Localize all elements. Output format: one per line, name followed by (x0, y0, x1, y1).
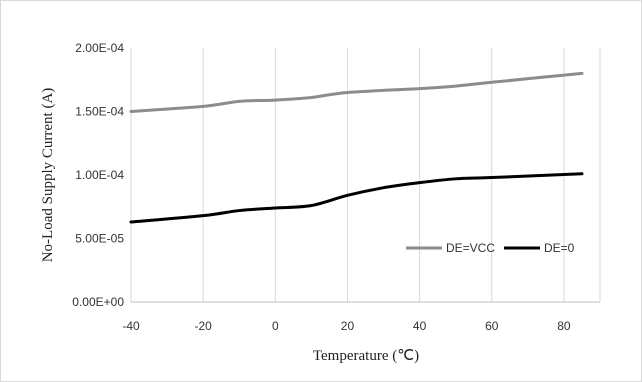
y-tick-label: 5.00E-05 (75, 232, 124, 246)
x-tick-label: 40 (413, 319, 427, 333)
y-tick-label: 2.00E-04 (75, 41, 124, 55)
y-tick-labels: 0.00E+00 5.00E-05 1.00E-04 1.50E-04 2.00E-04 (72, 41, 124, 309)
series-line-de-0 (129, 172, 584, 224)
x-tick-label: 0 (272, 319, 279, 333)
grid-lines (130, 48, 601, 302)
y-axis-title: No-Load Supply Current (A) (40, 88, 56, 263)
y-tick-label: 0.00E+00 (72, 295, 124, 309)
y-tick-label: 1.50E-04 (75, 105, 124, 119)
x-tick-label: -20 (194, 319, 212, 333)
legend-label-de-0: DE=0 (544, 241, 575, 255)
x-axis-title: Temperature (℃) (313, 348, 419, 364)
x-tick-label: 60 (485, 319, 499, 333)
x-tick-labels: -40 -20 0 20 40 60 80 (122, 319, 571, 333)
legend: DE=VCC DE=0 (406, 241, 575, 255)
x-tick-label: 20 (341, 319, 355, 333)
y-tick-label: 1.00E-04 (75, 168, 124, 182)
x-tick-label: 80 (557, 319, 571, 333)
x-tick-label: -40 (122, 319, 140, 333)
series-line-de-vcc (129, 71, 584, 113)
legend-label-de-vcc: DE=VCC (446, 241, 495, 255)
series-group (129, 71, 584, 224)
